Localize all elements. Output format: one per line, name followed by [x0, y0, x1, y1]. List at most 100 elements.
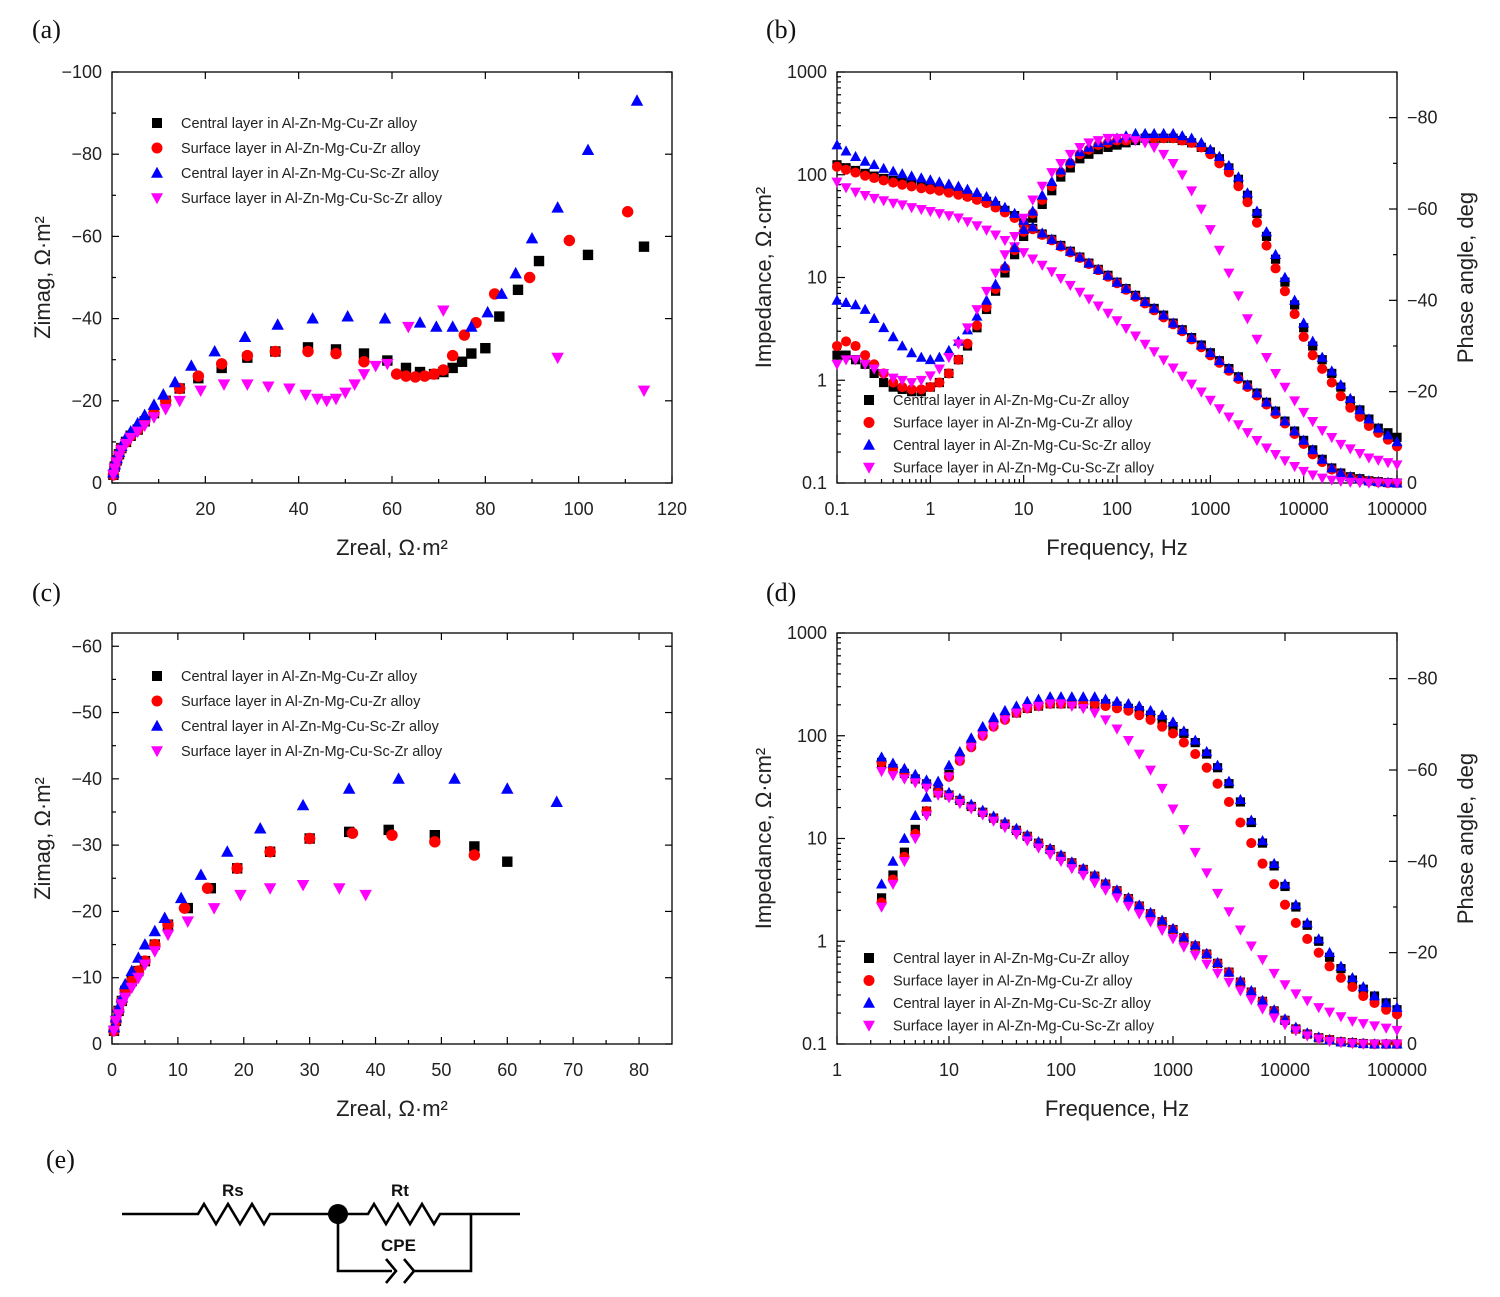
- phase-point: [1190, 748, 1201, 760]
- legend-marker-1: [864, 953, 874, 963]
- phase-point: [1301, 917, 1313, 928]
- phase-point: [1167, 804, 1179, 815]
- legend-entry-4: Surface layer in Al-Zn-Mg-Cu-Sc-Zr alloy: [893, 1019, 1155, 1035]
- phase-point: [1018, 223, 1030, 234]
- data-point: [341, 310, 354, 322]
- phase-point: [1363, 453, 1375, 464]
- data-point: [400, 370, 412, 382]
- phase-point: [924, 371, 936, 382]
- data-point: [456, 356, 468, 367]
- impedance-point: [1176, 371, 1188, 382]
- impedance-point: [1130, 331, 1142, 342]
- phase-point: [1167, 728, 1179, 739]
- phase-point: [1046, 175, 1058, 186]
- data-point: [447, 362, 458, 374]
- phase-point: [990, 278, 1002, 289]
- impedance-point: [988, 816, 1000, 827]
- data-point: [138, 938, 152, 950]
- phase-point: [1391, 436, 1403, 447]
- impedance-point: [1089, 878, 1101, 889]
- phase-point: [1122, 735, 1134, 747]
- data-point: [302, 345, 314, 358]
- impedance-point: [1251, 387, 1263, 398]
- phase-point: [1176, 170, 1188, 181]
- x-tick-label: 100: [564, 499, 594, 519]
- phase-point: [1317, 363, 1328, 374]
- impedance-point: [954, 798, 966, 810]
- impedance-point: [1213, 354, 1225, 366]
- impedance-point: [1167, 363, 1179, 374]
- phase-point: [906, 384, 917, 395]
- data-point: [468, 849, 481, 861]
- phase-point: [1010, 708, 1022, 719]
- impedance-point: [878, 175, 889, 186]
- phase-point: [1290, 898, 1302, 910]
- data-point: [178, 902, 191, 914]
- data-point: [358, 348, 370, 359]
- data-point: [173, 395, 186, 408]
- data-point: [501, 782, 514, 794]
- impedance-point: [1382, 478, 1394, 489]
- impedance-point: [1178, 942, 1190, 953]
- legend-marker-4: [151, 193, 163, 205]
- phase-point: [999, 260, 1011, 271]
- phase-point: [1246, 838, 1257, 849]
- phase-point: [1257, 835, 1269, 846]
- impedance-point: [953, 189, 964, 200]
- phase-point: [1270, 254, 1281, 264]
- phase-point: [1102, 133, 1114, 144]
- phase-point: [1391, 460, 1403, 471]
- phase-point: [887, 373, 899, 384]
- phase-point: [898, 856, 910, 868]
- impedance-point: [1092, 263, 1104, 274]
- impedance-point: [1261, 396, 1273, 407]
- phase-point: [831, 359, 843, 371]
- phase-point: [1139, 127, 1151, 139]
- impedance-point: [1335, 476, 1347, 487]
- impedance-point: [887, 198, 899, 209]
- phase-point: [1257, 858, 1268, 869]
- data-point: [437, 364, 450, 376]
- chart-panel-d: 1 10 100 1000 10000 1000000.111010010000−20−4…: [751, 623, 1478, 1121]
- impedance-point: [898, 762, 910, 773]
- impedance-point: [1223, 412, 1235, 423]
- data-point: [418, 370, 431, 382]
- phase-point: [1261, 231, 1272, 241]
- impedance-point: [1245, 995, 1257, 1006]
- impedance-point: [1223, 966, 1235, 977]
- phase-point: [1232, 291, 1244, 302]
- impedance-point: [1036, 260, 1048, 271]
- phase-point: [1077, 703, 1089, 715]
- phase-point: [1241, 314, 1253, 325]
- legend-entry-1: Central layer in Al-Zn-Mg-Cu-Zr alloy: [181, 116, 418, 132]
- phase-point: [1212, 888, 1224, 900]
- data-point: [185, 359, 198, 371]
- impedance-point: [1344, 477, 1356, 488]
- phase-point: [1223, 796, 1235, 808]
- impedance-point: [1268, 1004, 1280, 1015]
- impedance-point: [1009, 207, 1021, 218]
- phase-point: [876, 902, 888, 913]
- impedance-point: [999, 823, 1011, 834]
- impedance-point: [921, 783, 933, 794]
- impedance-point: [1369, 1039, 1381, 1050]
- phase-point: [1235, 817, 1246, 828]
- data-point: [369, 360, 382, 373]
- phase-point: [1186, 186, 1198, 197]
- phase-point: [1021, 703, 1033, 715]
- impedance-point: [896, 168, 908, 179]
- phase-point: [1195, 137, 1207, 148]
- impedance-point: [909, 768, 921, 779]
- data-point: [271, 318, 284, 330]
- phase-point: [1391, 1025, 1403, 1037]
- series-2: [107, 206, 634, 481]
- phase-point: [1268, 968, 1280, 979]
- impedance-point: [1313, 1034, 1325, 1045]
- y-tick-label: 1000: [787, 62, 827, 82]
- impedance-point: [1092, 301, 1104, 312]
- data-point: [194, 868, 208, 880]
- legend-marker-3: [151, 166, 163, 178]
- phase-point: [1299, 323, 1309, 333]
- phase-point: [1354, 448, 1366, 460]
- phase-point: [1158, 127, 1170, 139]
